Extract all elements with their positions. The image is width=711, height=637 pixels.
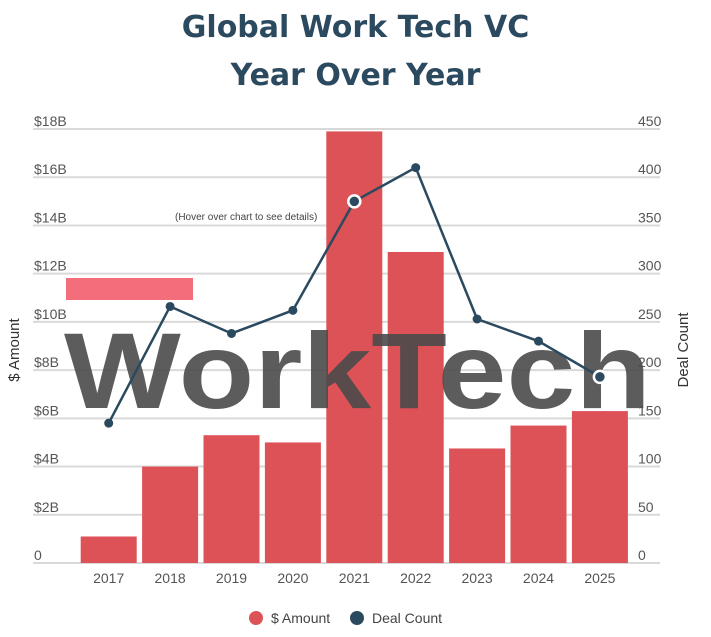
bar-2019[interactable] <box>203 435 260 563</box>
legend-label[interactable]: Deal Count <box>372 610 442 626</box>
right-tick-label: 250 <box>638 306 662 322</box>
bar-2022[interactable] <box>387 251 444 563</box>
x-tick-label: 2024 <box>523 570 554 586</box>
right-tick-label: 100 <box>638 451 662 467</box>
left-tick-label: $14B <box>34 209 67 225</box>
right-tick-label: 400 <box>638 161 662 177</box>
left-axis-tick-labels: 0 $2B $4B $6B $8B $10B $12B $14B $16B $18B <box>34 113 67 563</box>
right-tick-label: 350 <box>638 209 662 225</box>
x-tick-label: 2017 <box>93 570 124 586</box>
left-tick-label: $18B <box>34 113 67 129</box>
deal-count-point-2025[interactable] <box>592 369 608 385</box>
deal-count-point-2021[interactable] <box>347 194 362 209</box>
right-axis-label: Deal Count <box>675 312 692 388</box>
bar-series <box>80 131 628 563</box>
x-tick-label: 2023 <box>462 570 493 586</box>
watermark-text: WorkTech <box>64 310 651 431</box>
left-tick-label: $6B <box>34 402 59 418</box>
deal-count-point-2022[interactable] <box>411 163 421 173</box>
right-axis-tick-labels: 0 50 100 150 200 250 300 350 400 450 <box>638 113 662 563</box>
bar-2025[interactable] <box>571 411 628 563</box>
chart-title-line-1: Global Work Tech VC <box>181 10 530 45</box>
legend-marker <box>350 611 364 625</box>
right-tick-label: 150 <box>638 402 662 418</box>
bar-2023[interactable] <box>449 448 506 563</box>
legend: $ Amount Deal Count <box>249 610 442 626</box>
left-tick-label: $12B <box>34 258 67 274</box>
deal-count-point-2018[interactable] <box>165 301 175 311</box>
hover-hint: (Hover over chart to see details) <box>175 212 317 223</box>
right-tick-label: 0 <box>638 547 646 563</box>
watermark: WorkTech <box>64 278 651 431</box>
right-tick-label: 50 <box>638 499 654 515</box>
left-tick-label: $16B <box>34 161 67 177</box>
legend-label[interactable]: $ Amount <box>271 610 330 626</box>
left-tick-label: $4B <box>34 451 59 467</box>
bar-2020[interactable] <box>264 442 321 563</box>
left-tick-label: 0 <box>34 547 42 563</box>
deal-count-point-2019[interactable] <box>227 328 236 338</box>
x-tick-label: 2019 <box>216 570 247 586</box>
watermark-band <box>66 278 193 300</box>
deal-count-point-2023[interactable] <box>472 314 482 324</box>
right-tick-label: 200 <box>638 354 662 370</box>
x-tick-label: 2022 <box>400 570 431 586</box>
x-tick-label: 2025 <box>584 570 615 586</box>
bar-2017[interactable] <box>80 536 137 563</box>
bar-2024[interactable] <box>510 425 567 563</box>
deal-count-line-series <box>104 163 608 428</box>
left-tick-label: $10B <box>34 306 67 322</box>
left-axis-label: $ Amount <box>6 317 23 381</box>
right-tick-label: 450 <box>638 113 662 129</box>
left-tick-label: $2B <box>34 499 59 515</box>
bar-2018[interactable] <box>142 466 199 563</box>
x-tick-label: 2020 <box>277 570 308 586</box>
deal-count-point-2017[interactable] <box>104 418 114 428</box>
x-tick-label: 2021 <box>339 570 370 586</box>
x-tick-label: 2018 <box>155 570 186 586</box>
chart-title-line-2: Year Over Year <box>230 58 481 93</box>
legend-marker <box>249 611 263 625</box>
x-axis-tick-labels: 2017 2018 2019 2020 2021 2022 2023 2024 2025 <box>93 570 616 586</box>
left-tick-label: $8B <box>34 354 59 370</box>
right-tick-label: 300 <box>638 258 662 274</box>
deal-count-point-2020[interactable] <box>288 305 298 315</box>
deal-count-point-2024[interactable] <box>534 336 543 346</box>
